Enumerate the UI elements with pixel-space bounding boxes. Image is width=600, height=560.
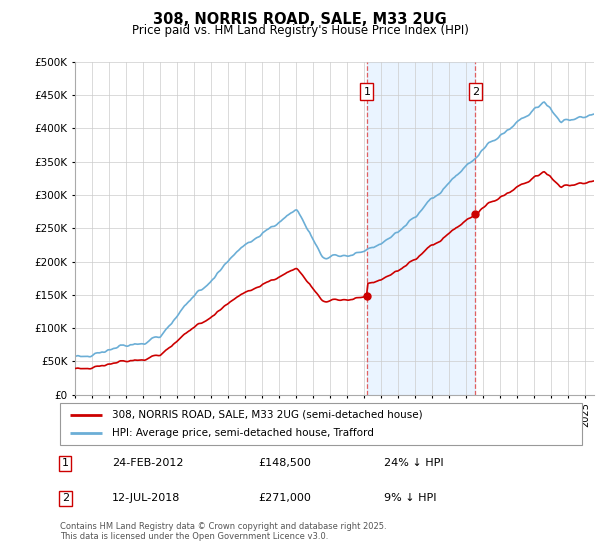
Text: Contains HM Land Registry data © Crown copyright and database right 2025.
This d: Contains HM Land Registry data © Crown c… [60, 522, 386, 542]
Text: 24% ↓ HPI: 24% ↓ HPI [383, 459, 443, 468]
Text: 24-FEB-2012: 24-FEB-2012 [112, 459, 184, 468]
Bar [367, 62, 475, 395]
Text: 308, NORRIS ROAD, SALE, M33 2UG (semi-detached house): 308, NORRIS ROAD, SALE, M33 2UG (semi-de… [112, 410, 423, 420]
FancyBboxPatch shape [60, 403, 582, 445]
Text: 2: 2 [472, 87, 479, 96]
Text: £148,500: £148,500 [259, 459, 311, 468]
Text: 9% ↓ HPI: 9% ↓ HPI [383, 493, 436, 503]
Text: £271,000: £271,000 [259, 493, 311, 503]
Text: 12-JUL-2018: 12-JUL-2018 [112, 493, 181, 503]
Text: 1: 1 [62, 459, 69, 468]
Text: 1: 1 [364, 87, 370, 96]
Text: HPI: Average price, semi-detached house, Trafford: HPI: Average price, semi-detached house,… [112, 428, 374, 438]
Text: 2: 2 [62, 493, 69, 503]
Text: Price paid vs. HM Land Registry's House Price Index (HPI): Price paid vs. HM Land Registry's House … [131, 24, 469, 36]
Text: 308, NORRIS ROAD, SALE, M33 2UG: 308, NORRIS ROAD, SALE, M33 2UG [153, 12, 447, 27]
